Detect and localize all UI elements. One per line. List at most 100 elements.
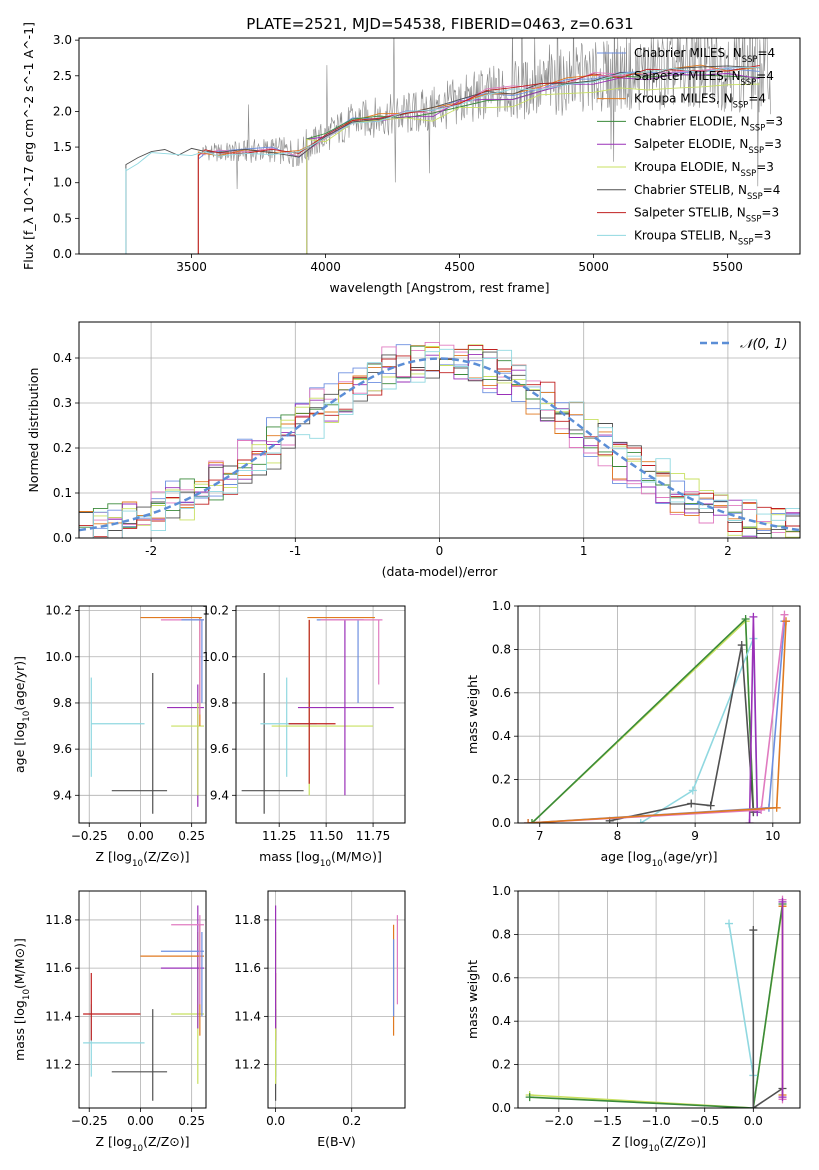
x-tick-label: 10 [765, 829, 780, 843]
model-line-salpeter_stelib [194, 64, 760, 254]
x-tick-label: 0.25 [178, 1114, 205, 1128]
x-tick-label: 1 [580, 544, 588, 558]
y-tick-label: 10.2 [45, 604, 72, 618]
x-tick-label: 4500 [444, 260, 475, 274]
residuals-plot-area [79, 341, 800, 538]
histogram-kroupa_stelib [79, 348, 800, 538]
mass_vs_Z-plot-area [83, 905, 204, 1101]
y-tick-label: 0.4 [53, 351, 72, 365]
x-axis-label: mass [log10(M/M⊙)] [259, 849, 382, 869]
weight-marker-chabrier_elodie [741, 615, 750, 624]
y-axis-label: mass weight [465, 960, 480, 1039]
weight-marker-chabrier_elodie [525, 1093, 534, 1102]
y-tick-label: 11.6 [45, 961, 72, 975]
y-tick-label: 10.0 [45, 650, 72, 664]
y-tick-label: 9.4 [210, 788, 229, 802]
spectrum-plot-area [121, 38, 771, 254]
y-tick-label: 0.0 [492, 1101, 511, 1115]
y-tick-label: 9.6 [53, 742, 72, 756]
y-tick-label: 9.6 [210, 742, 229, 756]
histogram-salpeter_stelib [79, 344, 800, 538]
x-tick-label: 9 [691, 829, 699, 843]
x-tick-label: 2 [724, 544, 732, 558]
y-tick-label: 0.5 [53, 211, 72, 225]
x-tick-label: 0.0 [744, 1114, 763, 1128]
axes-age_vs_Z: −0.25 0.00 0.25 9.4 9.6 9.8 10.0 10.2 Z [log10(Z… [12, 604, 206, 869]
age_vs_mass-frame [235, 605, 406, 824]
y-tick-label: 0.4 [492, 729, 511, 743]
legend-label-salpeter_miles: Salpeter MILES, NSSP=4 [634, 69, 774, 87]
x-tick-label: 4000 [310, 260, 341, 274]
y-tick-label: 11.4 [234, 1009, 261, 1023]
y-tick-label: 0.4 [492, 1014, 511, 1028]
x-tick-label: 5500 [712, 260, 743, 274]
x-tick-label: 0.00 [127, 1114, 154, 1128]
x-tick-label: −0.25 [71, 1114, 108, 1128]
axes-mass_weight_vs_age: 7 8 9 10 0.0 0.2 0.4 0.6 0.8 1.0 age [log10(age/yr… [465, 599, 800, 869]
y-tick-label: 11.2 [234, 1058, 261, 1072]
mass_vs_ebv-plot-area [275, 905, 398, 1101]
weight-line-chabrier_stelib [752, 930, 783, 1108]
weight-marker-kroupa_miles [772, 803, 781, 812]
model-line-salpeter_elodie [302, 73, 760, 254]
y-tick-label: 1.5 [53, 140, 72, 154]
legend-label-kroupa_miles: Kroupa MILES, NSSP=4 [634, 92, 766, 110]
weight-marker-chabrier_stelib [737, 641, 746, 650]
y-tick-label: 1.0 [492, 884, 511, 898]
x-tick-label: 11.75 [356, 829, 390, 843]
x-tick-label: 3500 [176, 260, 207, 274]
y-tick-label: 2.5 [53, 69, 72, 83]
weight-marker-chabrier_elodie [527, 819, 536, 823]
legend-label-chabrier_miles: Chabrier MILES, NSSP=4 [634, 46, 775, 64]
x-tick-label: 0.2 [342, 1114, 361, 1128]
axes-spectrum: 3500 4000 4500 5000 5500 0.0 0.5 1.0 1.5 2.0 2.5 3.… [21, 22, 743, 295]
observed-spectrum [202, 38, 771, 190]
axes-age_vs_mass: 11.25 11.50 11.75 9.4 9.6 9.8 10.0 10.2 mass [lo… [202, 604, 405, 869]
weight-line-chabrier_elodie [529, 903, 784, 1108]
y-tick-label: 9.4 [53, 788, 72, 802]
histogram-kroupa_elodie [79, 344, 800, 538]
mass_weight_vs_Z-frame [517, 890, 801, 1109]
y-tick-label: 0.0 [53, 247, 72, 261]
y-tick-label: 11.2 [45, 1058, 72, 1072]
weight-marker-salpeter_elodie [778, 1093, 787, 1102]
spectrum-frame [78, 37, 801, 255]
mass_vs_ebv-frame [267, 890, 406, 1109]
weight-marker-salpeter_miles [757, 805, 766, 814]
y-tick-label: 0.6 [492, 971, 511, 985]
y-tick-label: 0.2 [492, 1058, 511, 1072]
residuals-frame [78, 321, 801, 539]
x-tick-label: 0 [436, 544, 444, 558]
x-axis-label: Z [log10(Z/Z⊙)] [612, 1134, 706, 1154]
weight-marker-salpeter_elodie [745, 819, 754, 823]
legend-label-salpeter_elodie: Salpeter ELODIE, NSSP=3 [634, 137, 782, 155]
y-tick-label: 0.0 [492, 816, 511, 830]
weight-marker-chabrier_stelib [706, 801, 715, 810]
y-tick-label: 10.0 [202, 650, 229, 664]
age_vs_Z-frame [78, 605, 207, 824]
x-tick-label: −1.5 [593, 1114, 622, 1128]
x-tick-label: 7 [536, 829, 544, 843]
figure-title: PLATE=2521, MJD=54538, FIBERID=0463, z=0… [246, 15, 633, 33]
mass_weight_vs_age-plot-area [524, 610, 791, 823]
x-axis-label: age [log10(age/yr)] [600, 849, 717, 869]
x-tick-label: −2.0 [544, 1114, 573, 1128]
x-axis-label: Z [log10(Z/Z⊙)] [95, 1134, 189, 1154]
axes-mass_vs_Z: −0.25 0.00 0.25 11.2 11.4 11.6 11.8 Z [log10(Z/… [12, 891, 206, 1154]
x-axis-label: E(B-V) [317, 1134, 356, 1149]
x-tick-label: −1.0 [642, 1114, 671, 1128]
y-tick-label: 2.0 [53, 104, 72, 118]
weight-marker-kroupa_stelib [725, 919, 734, 928]
weight-marker-salpeter_miles [780, 610, 789, 619]
normal-curve [79, 357, 800, 532]
legend-label-normal: 𝒩(0, 1) [740, 337, 787, 352]
legend-label-chabrier_elodie: Chabrier ELODIE, NSSP=3 [634, 114, 783, 132]
y-tick-label: 0.1 [53, 486, 72, 500]
x-tick-label: -2 [145, 544, 157, 558]
x-tick-label: -1 [289, 544, 301, 558]
y-tick-label: 0.3 [53, 396, 72, 410]
y-axis-label: mass [log10(M/M⊙)] [12, 938, 32, 1061]
y-tick-label: 11.8 [234, 913, 261, 927]
weight-marker-chabrier_stelib [749, 1104, 758, 1108]
y-axis-label: Flux [f_λ 10^-17 erg cm^-2 s^-1 A^-1] [21, 22, 36, 270]
